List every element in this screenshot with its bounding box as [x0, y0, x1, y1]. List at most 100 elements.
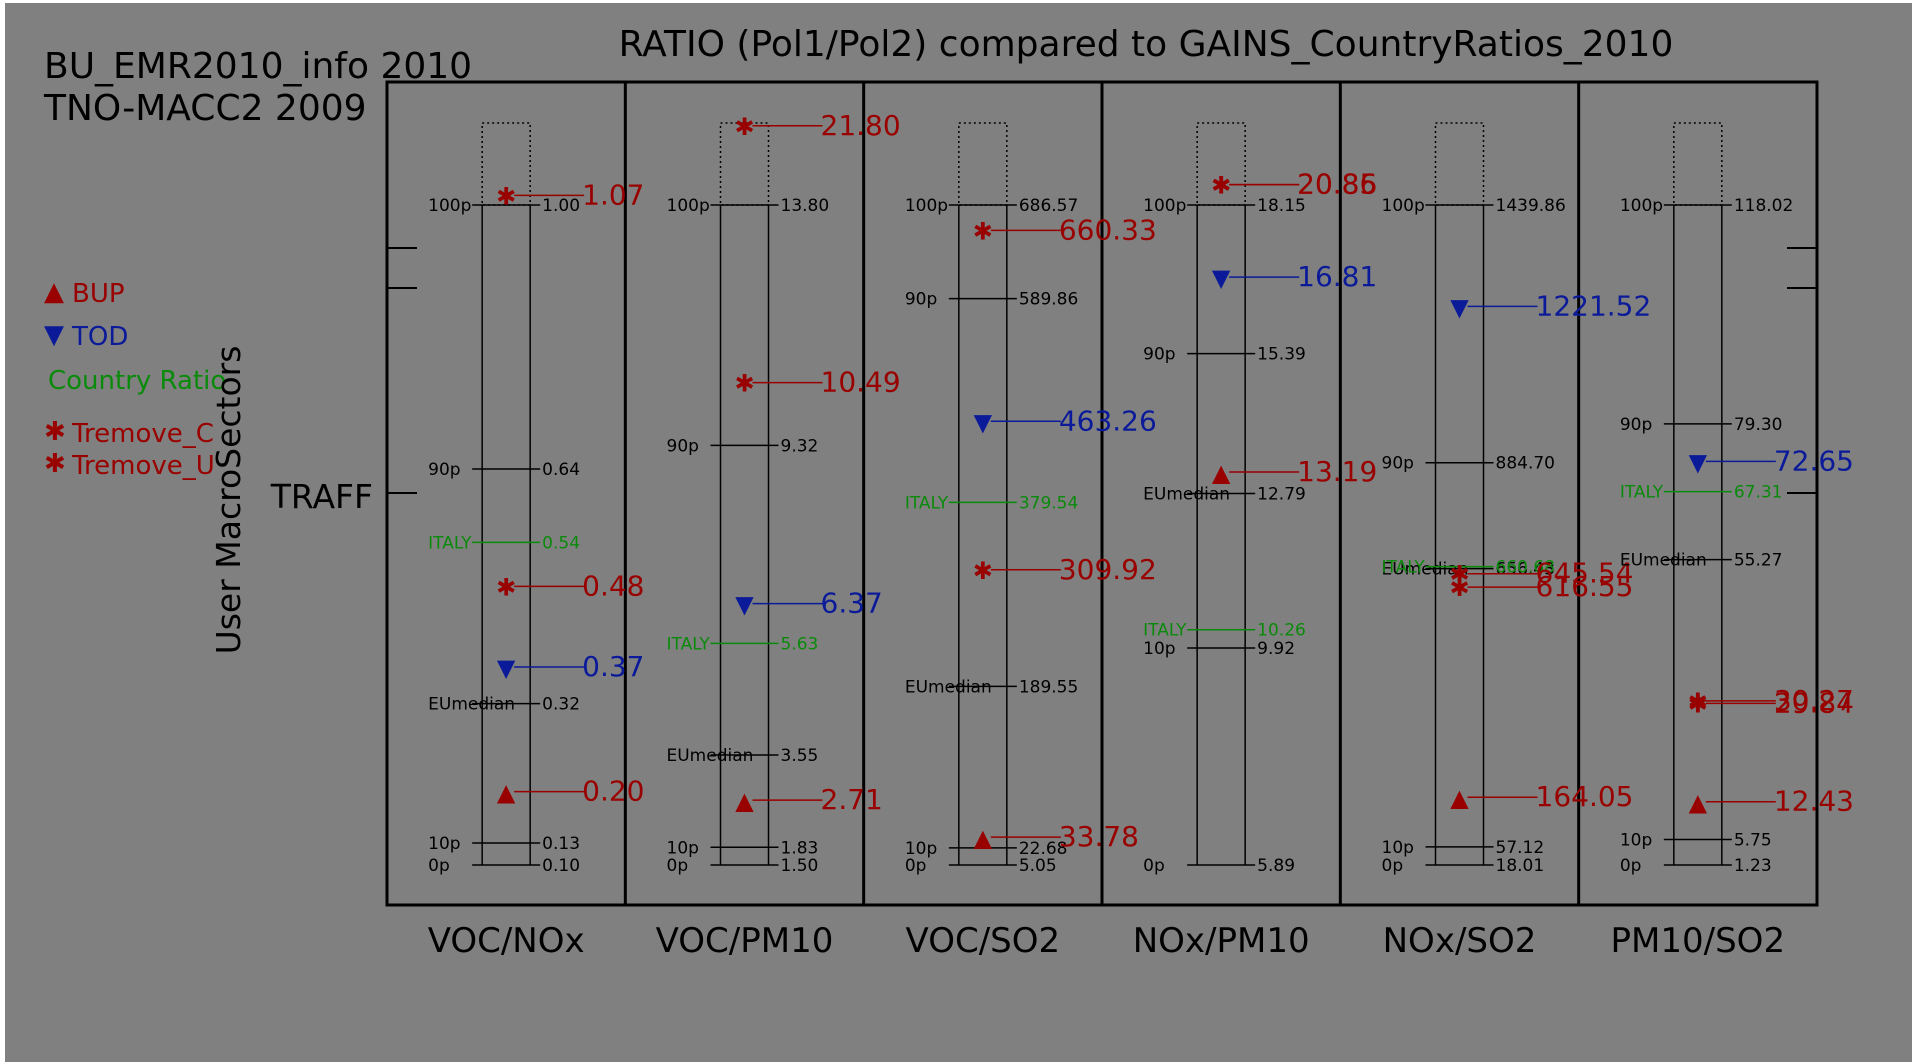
bup-marker: ▲ [497, 779, 516, 807]
percentile-value: 1439.86 [1496, 196, 1566, 216]
tod-marker: ▼ [1212, 264, 1231, 292]
source-line-2: TNO-MACC2 2009 [43, 88, 367, 129]
tremove-marker: ✱ [973, 217, 993, 245]
percentile-value: 79.30 [1734, 415, 1783, 435]
category-label: NOx/PM10 [1133, 921, 1310, 961]
percentile-value: 18.15 [1257, 196, 1306, 216]
category-label: VOC/PM10 [656, 921, 834, 961]
percentile-label: EUmedian [1143, 485, 1230, 505]
tremove-marker: ✱ [1688, 690, 1708, 718]
percentile-label: 0p [667, 856, 689, 876]
tod-value: 6.37 [821, 587, 883, 620]
legend-symbol-0: ▲ [44, 277, 64, 307]
percentile-value: 12.79 [1257, 485, 1306, 505]
tremove-value: 10.49 [821, 366, 901, 399]
panel-nox-so2: NOx/SO2 100p 1439.86 90p 884.70 EUmedian 656.4… [1382, 122, 1652, 961]
percentile-label: 100p [1620, 196, 1663, 216]
percentile-label: 0p [1143, 856, 1165, 876]
tremove-marker: ✱ [1211, 172, 1231, 200]
bup-value: 33.78 [1059, 820, 1139, 853]
bup-value: 12.43 [1774, 785, 1854, 818]
tod-value: 16.81 [1297, 260, 1377, 293]
category-label: NOx/SO2 [1383, 921, 1537, 961]
country-value: 0.54 [542, 533, 580, 553]
percentile-label: EUmedian [905, 677, 992, 697]
percentile-label: 90p [1620, 415, 1652, 435]
percentile-value: 884.70 [1496, 454, 1555, 474]
percentile-value: 3.55 [781, 746, 819, 766]
percentile-label: 100p [428, 196, 471, 216]
percentile-value: 1.50 [781, 856, 819, 876]
category-label: PM10/SO2 [1611, 921, 1786, 961]
percentile-label: 0p [905, 856, 927, 876]
percentile-value: 5.89 [1257, 856, 1295, 876]
percentile-value: 5.75 [1734, 830, 1772, 850]
country-label: ITALY [1143, 621, 1187, 641]
percentile-label: EUmedian [667, 746, 754, 766]
bup-value: 0.20 [582, 775, 644, 808]
legend-symbol-1: ▼ [44, 320, 64, 350]
percentile-label: 0p [428, 856, 450, 876]
percentile-value: 9.92 [1257, 639, 1295, 659]
panel-pm10-so2: PM10/SO2 100p 118.02 90p 79.30 EUmedian 55.27 1… [1611, 122, 1854, 961]
country-value: 67.31 [1734, 483, 1783, 503]
legend-symbol-4: ✱ [44, 449, 66, 479]
legend-label-0: BUP [72, 279, 125, 309]
country-value: 10.26 [1257, 621, 1306, 641]
tremove-value: 309.92 [1059, 553, 1157, 586]
bup-marker: ▲ [974, 824, 993, 852]
tremove-value: 0.48 [582, 569, 644, 602]
percentile-label: 0p [1620, 856, 1642, 876]
legend: ▲ BUP ▼ TOD Country Ratio ✱ Tremove_C✱ Tremove_… [44, 277, 226, 481]
legend-symbol-3: ✱ [44, 417, 66, 447]
tod-value: 1221.52 [1536, 289, 1652, 322]
percentile-label: 10p [428, 834, 460, 854]
percentile-value: 1.23 [1734, 856, 1772, 876]
panel-voc-nox: VOC/NOx 100p 1.00 90p 0.64 EUmedian 0.32 10p 0.1… [428, 122, 645, 961]
tremove-marker: ✱ [1449, 574, 1469, 602]
bup-marker: ▲ [1212, 459, 1231, 487]
tod-marker: ▼ [1450, 293, 1469, 321]
source-line-1: BU_EMR2010_info 2010 [44, 46, 472, 87]
category-label: VOC/SO2 [906, 921, 1061, 961]
bup-value: 2.71 [821, 783, 883, 816]
country-value: 5.63 [781, 634, 819, 654]
country-label: ITALY [905, 493, 949, 513]
bup-marker: ▲ [1689, 789, 1708, 817]
country-label: ITALY [1620, 483, 1664, 503]
percentile-label: EUmedian [1620, 551, 1707, 571]
sector-label: TRAFF [270, 477, 373, 516]
bup-marker: ▲ [735, 787, 754, 815]
country-label: ITALY [667, 634, 711, 654]
percentile-value: 0.13 [542, 834, 580, 854]
y-axis-label: User MacroSectors [209, 346, 248, 655]
bup-value: 13.19 [1297, 455, 1377, 488]
country-value: 660.68 [1496, 558, 1555, 578]
percentile-value: 656.43 [1496, 560, 1555, 580]
percentile-label: 0p [1382, 856, 1404, 876]
legend-label-3: Tremove_C [71, 419, 214, 449]
percentile-value: 22.68 [1019, 839, 1068, 859]
percentile-label: EUmedian [1382, 560, 1469, 580]
tremove-marker: ✱ [496, 182, 516, 210]
percentile-value: 686.57 [1019, 196, 1078, 216]
panel-voc-pm10: VOC/PM10 100p 13.80 90p 9.32 EUmedian 3.55 10p 1… [656, 109, 901, 961]
percentile-label: 10p [1143, 639, 1175, 659]
percentile-value: 9.32 [781, 436, 819, 456]
panel-voc-so2: VOC/SO2 100p 686.57 90p 589.86 EUmedian 189.55… [905, 122, 1157, 961]
percentile-label: 90p [1143, 345, 1175, 365]
tod-marker: ▼ [974, 408, 993, 436]
tremove-value: 616.55 [1536, 570, 1634, 603]
percentile-value: 0.10 [542, 856, 580, 876]
percentile-value: 1.83 [781, 838, 819, 858]
tremove-value: 20.85 [1297, 168, 1377, 201]
country-label: ITALY [428, 533, 472, 553]
plot-frame [385, 80, 1819, 907]
percentile-value: 118.02 [1734, 196, 1793, 216]
tremove-marker: ✱ [973, 557, 993, 585]
percentile-value: 5.05 [1019, 856, 1057, 876]
country-value: 379.54 [1019, 493, 1078, 513]
percentile-label: 100p [1382, 196, 1425, 216]
tremove-marker: ✱ [734, 370, 754, 398]
